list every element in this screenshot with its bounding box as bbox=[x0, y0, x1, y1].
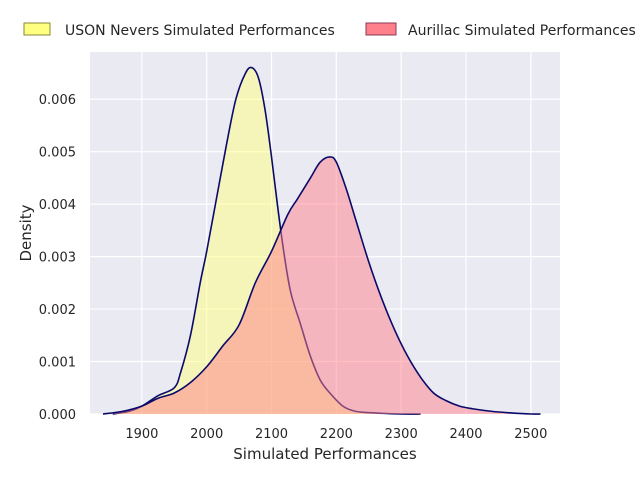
y-tick-label: 0.002 bbox=[39, 303, 76, 318]
x-tick-label: 2500 bbox=[514, 427, 547, 442]
y-tick-label: 0.000 bbox=[39, 408, 76, 423]
y-axis-label: Density bbox=[17, 204, 35, 261]
x-tick-labels: 1900 2000 2100 2200 2300 2400 2500 bbox=[125, 427, 547, 442]
x-axis-label: Simulated Performances bbox=[233, 445, 417, 463]
x-tick-label: 1900 bbox=[125, 427, 158, 442]
legend-swatch-series-1 bbox=[23, 22, 51, 36]
y-tick-label: 0.006 bbox=[39, 93, 76, 108]
x-tick-label: 2300 bbox=[385, 427, 418, 442]
x-tick-label: 2000 bbox=[190, 427, 223, 442]
legend-label-series-1: USON Nevers Simulated Performances bbox=[65, 23, 335, 39]
density-area-series-1 bbox=[112, 67, 421, 415]
y-tick-label: 0.005 bbox=[39, 146, 76, 161]
x-tick-label: 2100 bbox=[255, 427, 288, 442]
series-layer bbox=[102, 66, 541, 415]
y-tick-label: 0.004 bbox=[39, 198, 76, 213]
x-tick-label: 2200 bbox=[320, 427, 353, 442]
legend: USON Nevers Simulated Performances Auril… bbox=[23, 22, 636, 39]
y-tick-label: 0.003 bbox=[39, 251, 76, 266]
y-tick-labels: 0.000 0.001 0.002 0.003 0.004 0.005 0.006 bbox=[39, 93, 76, 423]
density-area-series-2 bbox=[102, 156, 541, 415]
legend-label-series-2: Aurillac Simulated Performances bbox=[408, 23, 636, 39]
y-tick-label: 0.001 bbox=[39, 356, 76, 371]
density-line-series-2 bbox=[102, 156, 541, 415]
legend-swatch-series-2 bbox=[365, 22, 397, 36]
x-tick-label: 2400 bbox=[449, 427, 482, 442]
